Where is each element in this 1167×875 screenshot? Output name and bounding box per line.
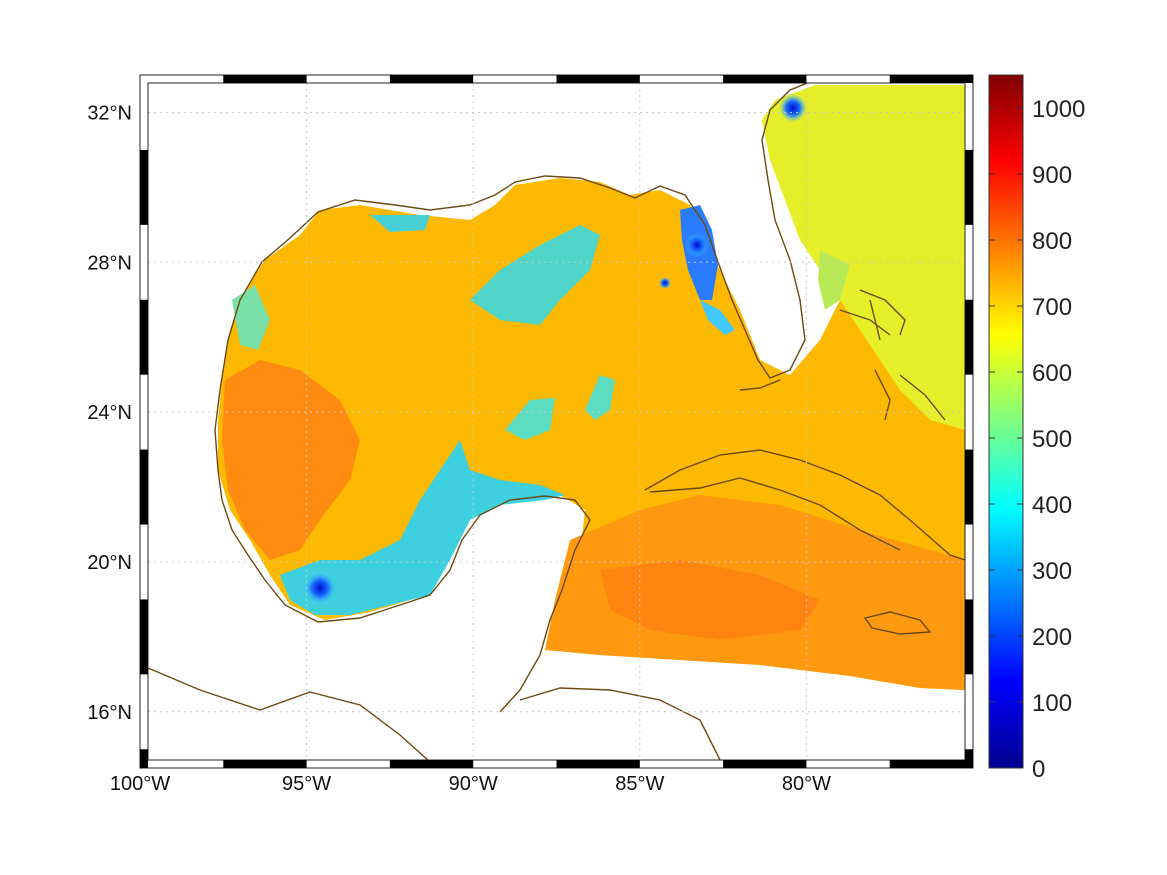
colorbar-ticks: 0 100 200 300 400 500 600 700 800 900 1000: [989, 96, 1085, 783]
colorbar-label: 100: [1032, 690, 1072, 717]
channel-cyan-patch: [585, 375, 615, 420]
frame-segment: [140, 449, 148, 525]
frame-segment: [889, 760, 973, 768]
florida-keys: [739, 379, 781, 391]
frame-segment: [965, 149, 973, 225]
frame-segment: [140, 299, 148, 375]
western-cyan-streaks: [232, 285, 270, 350]
frame-segment: [223, 760, 307, 768]
coastlines: [148, 83, 965, 760]
colorbar-label: 0: [1032, 756, 1045, 783]
frame-segment: [723, 760, 807, 768]
colorbar-label: 200: [1032, 624, 1072, 651]
longitude-label: 95°W: [282, 773, 331, 795]
bahamas-islands: [839, 289, 946, 421]
colorbar-ramp: [988, 74, 1024, 769]
frame-segment: [965, 749, 973, 768]
atlantic-coast-minimum: [779, 94, 807, 122]
caribbean-warmer: [600, 560, 820, 640]
central-cyan-band: [470, 225, 600, 325]
frame-segment: [140, 749, 148, 768]
longitude-labels: 100°W 95°W 90°W 85°W 80°W: [110, 773, 831, 795]
frame-segment: [140, 599, 148, 675]
frame-segment: [889, 75, 973, 83]
frame-segment: [723, 75, 807, 83]
frame-segment: [389, 75, 474, 83]
longitude-label: 90°W: [449, 773, 498, 795]
mexico-coastline: [217, 469, 591, 713]
frame-segment: [965, 599, 973, 675]
frame-segment: [965, 299, 973, 375]
campeche-minimum: [304, 572, 336, 604]
colorbar-label: 400: [1032, 492, 1072, 519]
latitude-label: 24°N: [87, 402, 132, 424]
latitude-label: 28°N: [87, 252, 132, 274]
latitude-label: 20°N: [87, 552, 132, 574]
honduras-coast: [519, 687, 721, 760]
colorbar-label: 300: [1032, 558, 1072, 585]
frame-segment: [556, 760, 640, 768]
campeche-cyan-band: [280, 440, 565, 615]
colorbar-label: 900: [1032, 162, 1072, 189]
frame-segment: [389, 760, 474, 768]
longitude-label: 80°W: [782, 773, 831, 795]
map-data-field: [218, 85, 965, 690]
bank-cyan-patch: [505, 398, 555, 440]
northern-cyan: [370, 215, 430, 232]
cuba-coastline: [644, 449, 965, 561]
longitude-label: 100°W: [110, 773, 170, 795]
frame-segment: [223, 75, 307, 83]
latitude-label: 32°N: [87, 102, 132, 124]
latitude-labels: 32°N 28°N 24°N 20°N 16°N: [87, 102, 132, 723]
latitude-label: 16°N: [87, 702, 132, 724]
colorbar-label: 1000: [1032, 96, 1085, 123]
shelf-small-spot: [659, 277, 671, 289]
colorbar-label: 500: [1032, 426, 1072, 453]
map-frame: [139, 74, 974, 769]
colorbar-label: 800: [1032, 228, 1072, 255]
frame-segment: [140, 149, 148, 225]
colorbar-label: 600: [1032, 360, 1072, 387]
florida-shelf-cyan: [700, 300, 735, 335]
colorbar: 0 100 200 300 400 500 600 700 800 900 1000: [988, 74, 1085, 783]
gulf-coastline: [214, 83, 810, 471]
longitude-label: 85°W: [615, 773, 664, 795]
graticule: [148, 83, 965, 760]
jamaica-coastline: [863, 611, 932, 635]
frame-segment: [556, 75, 640, 83]
central-america-coast: [148, 667, 429, 760]
florida-shelf-minimum: [685, 233, 709, 257]
colorbar-label: 700: [1032, 294, 1072, 321]
frame-segment: [965, 449, 973, 525]
atlantic-field: [762, 85, 965, 430]
atlantic-greenish: [818, 250, 850, 310]
western-warm: [222, 360, 360, 560]
